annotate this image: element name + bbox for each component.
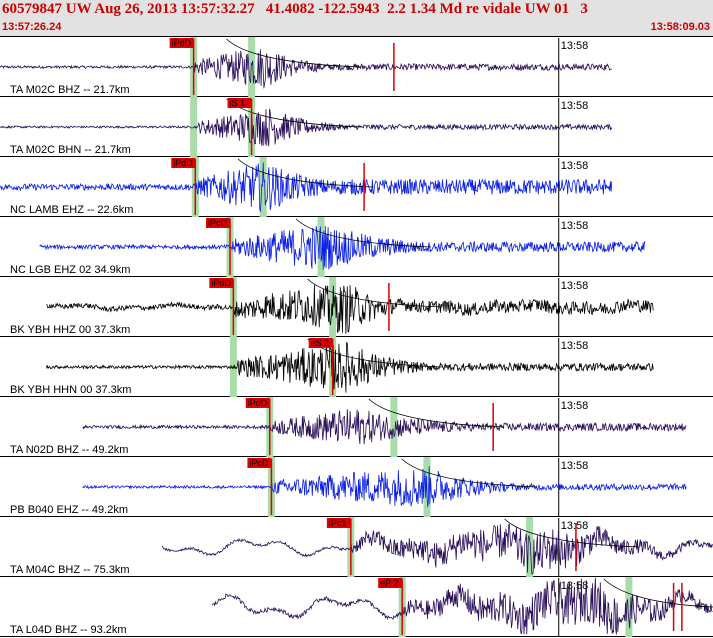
waveform-7 bbox=[82, 466, 687, 508]
trace-panel-6: 13:58 iPdD TA N02D BHZ -- 49.2km bbox=[0, 397, 713, 457]
travel-time-curve bbox=[307, 278, 443, 308]
pick-flag bbox=[227, 98, 252, 108]
waveform-9 bbox=[211, 577, 713, 635]
travel-time-curve bbox=[226, 38, 362, 68]
station-label: TA M02C BHN -- 21.7km bbox=[10, 144, 131, 156]
waveform-6 bbox=[82, 409, 687, 445]
pick-flag bbox=[169, 38, 194, 48]
travel-time-curve bbox=[401, 458, 538, 488]
minute-tick-label: 13:58 bbox=[561, 280, 589, 292]
seismogram-panel: 13:58 iPdD TA M02C BHZ -- 21.7km 13:58 iS 1 T… bbox=[0, 37, 713, 637]
station-label: BK YBH HHZ 00 37.3km bbox=[10, 324, 130, 336]
pick-flag bbox=[171, 158, 196, 168]
end-time: 13:58:09.03 bbox=[650, 21, 710, 33]
station-label: PB B040 EHZ -- 49.2km bbox=[10, 504, 128, 516]
waveform-5 bbox=[45, 341, 654, 393]
waveform-3 bbox=[39, 225, 646, 270]
waveform-4 bbox=[46, 284, 654, 334]
travel-time-curve bbox=[237, 158, 374, 188]
minute-tick-label: 13:58 bbox=[561, 40, 589, 52]
minute-tick-label: 13:58 bbox=[561, 520, 589, 532]
pick-flag bbox=[378, 578, 403, 588]
pick-label: iPdD bbox=[172, 38, 192, 48]
minute-tick-label: 13:58 bbox=[561, 460, 589, 472]
waveform-0 bbox=[0, 49, 612, 89]
s-window bbox=[259, 157, 267, 217]
station-label: TA L04D BHZ -- 93.2km bbox=[10, 624, 127, 636]
travel-time-curve bbox=[295, 218, 432, 248]
s-window bbox=[625, 577, 633, 637]
minute-tick-label: 13:58 bbox=[561, 400, 589, 412]
trace-panel-4: 13:58 iPdD BK YBH HHZ 00 37.3km bbox=[0, 277, 713, 337]
header-bar: 60579847 UW Aug 26, 2013 13:57:32.27 41.… bbox=[0, 0, 713, 37]
waveform-8 bbox=[161, 523, 713, 575]
pick-label: iPcD bbox=[208, 218, 228, 228]
trace-panel-5: 13:58 eS 2 BK YBH HHN 00 37.3km bbox=[0, 337, 713, 397]
pick-label: eS 2 bbox=[311, 338, 330, 348]
pick-label: iPdD bbox=[248, 398, 268, 408]
station-label: TA M02C BHZ -- 21.7km bbox=[10, 84, 130, 96]
pick-label: iPc1 bbox=[329, 518, 347, 528]
station-label: TA M04C BHZ -- 75.3km bbox=[10, 564, 130, 576]
travel-time-curve bbox=[504, 518, 640, 548]
pick-label: iPdD bbox=[211, 278, 231, 288]
trace-panel-3: 13:58 iPcD NC LGB EHZ 02 34.9km bbox=[0, 217, 713, 277]
pick-flag bbox=[308, 338, 333, 348]
minute-tick-label: 13:58 bbox=[561, 220, 589, 232]
station-label: NC LGB EHZ 02 34.9km bbox=[10, 264, 130, 276]
trace-panel-7: 13:58 iPcD PB B040 EHZ -- 49.2km bbox=[0, 457, 713, 517]
waveform-1 bbox=[0, 108, 613, 147]
station-label: BK YBH HHN 00 37.3km bbox=[10, 384, 131, 396]
trace-panel-1: 13:58 iS 1 TA M02C BHN -- 21.7km bbox=[0, 97, 713, 157]
travel-time-curve bbox=[603, 578, 713, 608]
pick-flag bbox=[245, 398, 270, 408]
minute-tick-label: 13:58 bbox=[561, 340, 589, 352]
trace-panel-2: 13:58 iPdD NC LAMB EHZ -- 22.6km bbox=[0, 157, 713, 217]
travel-time-curve bbox=[368, 398, 504, 428]
pick-label: iPcD bbox=[249, 458, 269, 468]
pick-flag bbox=[206, 218, 231, 228]
s-window bbox=[390, 397, 398, 457]
trace-panel-8: 13:58 iPc1 TA M04C BHZ -- 75.3km bbox=[0, 517, 713, 577]
waveform-2 bbox=[0, 162, 613, 212]
trace-panel-0: 13:58 iPdD TA M02C BHZ -- 21.7km bbox=[0, 37, 713, 97]
station-label: TA N02D BHZ -- 49.2km bbox=[10, 444, 128, 456]
pick-label: eP 2 bbox=[380, 578, 398, 588]
pick-flag bbox=[247, 458, 272, 468]
station-label: NC LAMB EHZ -- 22.6km bbox=[10, 204, 133, 216]
pick-flag bbox=[326, 518, 351, 528]
event-title: 60579847 UW Aug 26, 2013 13:57:32.27 41.… bbox=[2, 1, 588, 17]
s-window bbox=[526, 517, 534, 577]
pick-label: iS 1 bbox=[230, 98, 246, 108]
minute-tick-label: 13:58 bbox=[561, 160, 589, 172]
start-time: 13:57:26.24 bbox=[2, 21, 62, 33]
pick-label: iPdD bbox=[173, 158, 193, 168]
minute-tick-label: 13:58 bbox=[561, 100, 589, 112]
pick-flag bbox=[209, 278, 234, 288]
